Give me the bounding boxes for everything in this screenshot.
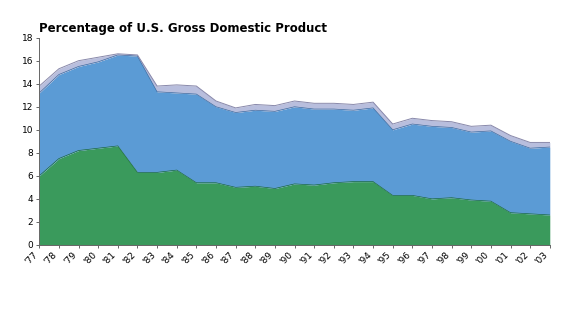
Text: Percentage of U.S. Gross Domestic Product: Percentage of U.S. Gross Domestic Produc…: [39, 22, 327, 35]
